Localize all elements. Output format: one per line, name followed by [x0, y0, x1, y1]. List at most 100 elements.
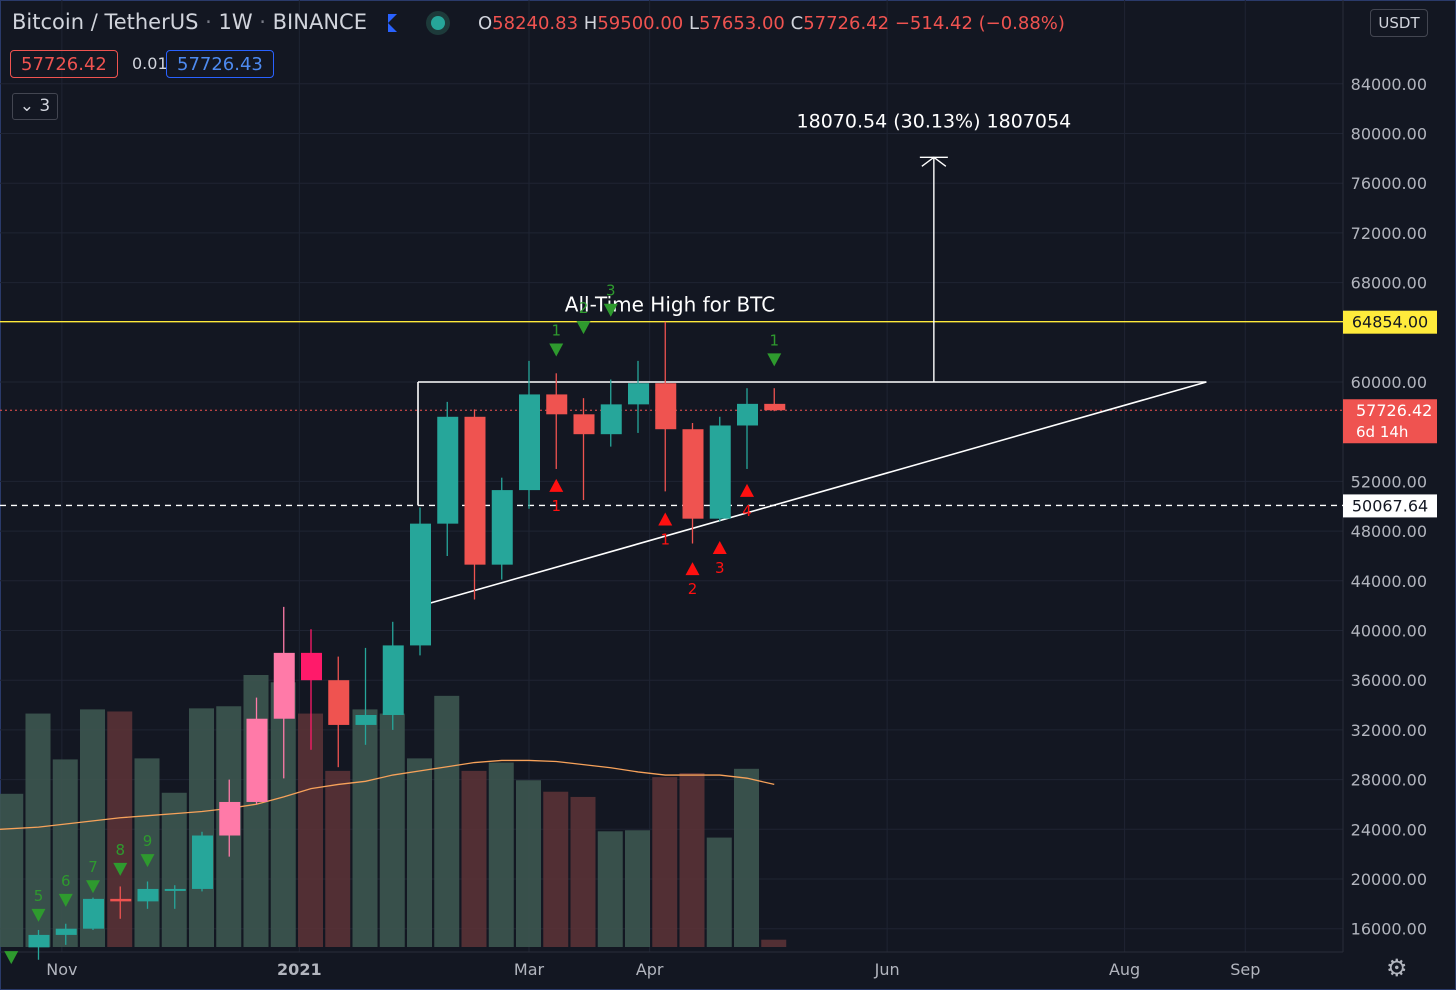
time-tick-label: Apr	[636, 960, 664, 979]
candle	[546, 373, 568, 469]
td-buy-arrow	[712, 541, 727, 555]
indicator-collapse-button[interactable]: ⌄ 3	[12, 93, 58, 120]
buy-price-button[interactable]: 57726.43	[166, 50, 274, 78]
volume-bar	[325, 770, 351, 947]
candle	[491, 477, 513, 580]
time-axis[interactable]: Nov 2021 Mar Apr Jun Aug Sep	[46, 960, 1260, 979]
candle-body	[573, 414, 595, 435]
price-tick-label: 48000.00	[1351, 522, 1427, 541]
time-tick-label: 2021	[277, 960, 322, 979]
price-tick-label: 72000.00	[1351, 224, 1427, 243]
td-count: 3	[606, 282, 616, 300]
price-tick-label: 24000.00	[1351, 820, 1427, 839]
level-label: 50067.64	[1343, 494, 1437, 518]
price-tick-label: 32000.00	[1351, 721, 1427, 740]
price-tick-label: 80000.00	[1351, 125, 1427, 144]
td-mark: 3	[712, 541, 727, 577]
target-label: 18070.54 (30.13%) 1807054	[797, 110, 1072, 132]
currency-button[interactable]: USDT	[1370, 9, 1428, 37]
candle	[110, 886, 132, 919]
volume-bar	[298, 713, 323, 947]
td-mark: 1	[549, 478, 564, 515]
candle-body	[709, 425, 731, 519]
volume-bar	[706, 837, 732, 947]
price-tick-label: 68000.00	[1351, 274, 1427, 293]
candle	[28, 929, 50, 960]
interval[interactable]: 1W	[218, 10, 253, 34]
candle-body	[83, 898, 104, 929]
candle-body	[382, 645, 404, 715]
td-count: 2	[579, 299, 589, 317]
candle	[83, 897, 104, 930]
td-sell-arrow	[140, 854, 155, 868]
candle	[764, 388, 786, 412]
candle	[709, 416, 731, 522]
symbol-header: Bitcoin / TetherUS · 1W · BINANCE	[12, 10, 467, 34]
volume-bar	[52, 759, 78, 947]
candle-body	[110, 898, 132, 902]
candle-body	[273, 652, 295, 719]
candle-body	[682, 429, 704, 519]
sell-price-button[interactable]: 57726.42	[10, 50, 118, 78]
volume-bar	[516, 780, 541, 947]
price-tick-label: 16000.00	[1351, 920, 1427, 939]
market-status-icon	[431, 16, 446, 30]
td-buy-arrow	[685, 562, 700, 576]
candle	[301, 629, 322, 750]
level-label-bg	[1343, 399, 1437, 444]
td-mark: 9	[140, 832, 155, 868]
candle-body	[28, 934, 50, 948]
flag-icon[interactable]	[387, 14, 397, 32]
td-mark: 1	[767, 331, 782, 367]
time-tick-label: Aug	[1109, 960, 1140, 979]
td-mark	[4, 951, 19, 965]
price-tick-label: 52000.00	[1351, 472, 1427, 491]
td-mark: 5	[31, 887, 46, 922]
level-label-bg	[1343, 310, 1437, 334]
volume-bar	[734, 768, 759, 947]
volume-bar	[25, 713, 51, 947]
td-mark: 4	[740, 483, 754, 520]
exchange: BINANCE	[272, 10, 367, 34]
td-sell-arrow	[4, 951, 19, 965]
candle	[328, 656, 350, 768]
candle	[437, 401, 459, 556]
candle-body	[437, 416, 459, 524]
open-value: 58240.83	[492, 13, 579, 34]
price-tick-label: 36000.00	[1351, 671, 1427, 690]
candle	[682, 423, 704, 544]
price-axis[interactable]: 84000.00 80000.00 76000.00 72000.00 68000.00…	[1351, 75, 1427, 939]
candle	[464, 409, 486, 600]
candle-body	[246, 718, 268, 802]
candle	[737, 388, 758, 469]
volume-bar	[352, 709, 378, 947]
candle-body	[301, 652, 322, 681]
change-value: −514.42 (−0.88%)	[894, 13, 1065, 34]
candle	[219, 779, 241, 857]
volume-bar	[407, 758, 432, 947]
ath-annotation: All-Time High for BTC	[565, 293, 775, 317]
td-buy-arrow	[740, 483, 754, 497]
volume-bar	[679, 772, 705, 947]
candle-body	[137, 888, 159, 902]
gear-icon[interactable]: ⚙	[1386, 954, 1408, 982]
candle-body	[737, 403, 758, 426]
level-label-text: 50067.64	[1352, 496, 1428, 515]
candle-body	[164, 888, 186, 891]
symbol-name[interactable]: Bitcoin / TetherUS	[12, 10, 199, 34]
time-tick-label: Jun	[874, 960, 900, 979]
volume-bar	[597, 831, 623, 947]
td-sell-arrow	[86, 880, 100, 894]
time-tick-label: Nov	[46, 960, 77, 979]
candle	[600, 379, 622, 447]
volume-ma-line	[0, 759, 775, 830]
price-tick-label: 20000.00	[1351, 870, 1427, 889]
td-mark: 1	[549, 321, 564, 357]
candle-body	[764, 403, 786, 411]
price-tick-label: 60000.00	[1351, 373, 1427, 392]
td-count: 2	[688, 580, 698, 598]
volume-bar	[488, 762, 514, 947]
time-tick-label: Mar	[514, 960, 545, 979]
